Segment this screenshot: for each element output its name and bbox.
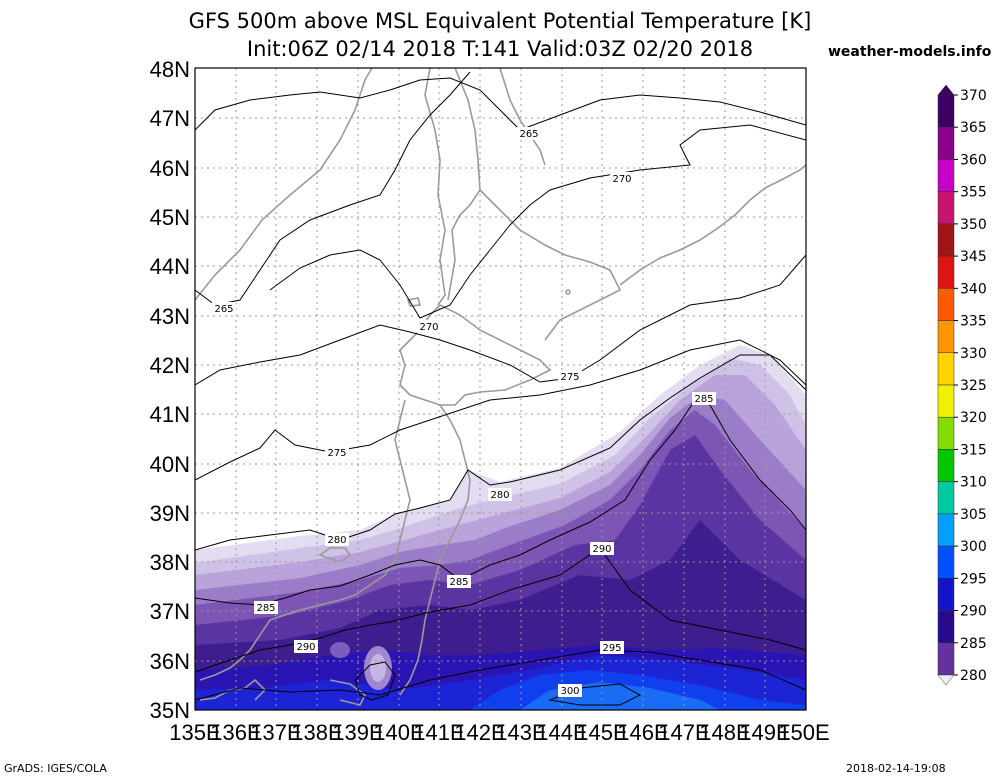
footer-credit: GrADS: IGES/COLA (4, 762, 107, 775)
colorbar-label: 345 (960, 249, 987, 265)
colorbar-label: 335 (960, 314, 987, 330)
contour-lines (195, 71, 806, 706)
map-subtitle: Init:06Z 02/14 2018 T:141 Valid:03Z 02/2… (246, 37, 754, 61)
lon-label-139: 139E (332, 720, 383, 745)
lon-label-150: 150E (778, 720, 829, 745)
lat-label-39: 39N (150, 501, 190, 526)
contour-label-300a: 300 (560, 686, 579, 697)
lat-label-43: 43N (150, 304, 190, 329)
colorbar-bottom-arrow (937, 674, 955, 686)
lon-label-148: 148E (699, 720, 750, 745)
contour-label-265a: 265 (519, 129, 538, 140)
colorbar-segment (937, 578, 955, 611)
colorbar-label: 350 (960, 217, 987, 233)
lon-label-142: 142E (454, 720, 505, 745)
lat-label-36: 36N (150, 649, 190, 674)
contour-label-295a: 295 (602, 643, 621, 654)
lon-label-136: 136E (210, 720, 261, 745)
colorbar-label: 355 (960, 185, 987, 201)
lon-label-141: 141E (413, 720, 464, 745)
colorbar-label: 305 (960, 507, 987, 523)
colorbar-segment (937, 416, 955, 450)
lat-label-47: 47N (150, 106, 190, 131)
lon-label-144: 144E (536, 720, 587, 745)
colorbar-label: 340 (960, 281, 987, 297)
latitude-axis: 48N 47N 46N 45N 44N 43N 42N 41N 40N 39N … (150, 57, 190, 723)
lat-label-46: 46N (150, 156, 190, 181)
contour-label-290a: 290 (592, 544, 611, 555)
colorbar-label: 360 (960, 152, 987, 168)
footer-timestamp: 2018-02-14-19:08 (846, 762, 946, 775)
shaded-field (195, 345, 806, 710)
colorbar-segment (937, 223, 955, 257)
contour-label-275b: 275 (327, 448, 346, 459)
coastlines (195, 68, 806, 706)
contour-labels: 265 265 270 270 275 275 280 280 285 285 … (212, 127, 716, 697)
colorbar-label: 300 (960, 539, 987, 555)
colorbar-segment (937, 642, 955, 676)
lon-label-135: 135E (169, 720, 220, 745)
map-frame (194, 67, 807, 711)
lon-label-138: 138E (291, 720, 342, 745)
contour-label-280a: 280 (490, 490, 509, 501)
colorbar-segment (937, 610, 955, 644)
contour-label-285c: 285 (256, 603, 275, 614)
lat-label-44: 44N (150, 254, 190, 279)
colorbar-segment (937, 513, 955, 547)
colorbar-segment (937, 449, 955, 482)
lon-label-146: 146E (617, 720, 668, 745)
colorbar-segment (937, 352, 955, 386)
contour-label-290b: 290 (296, 642, 315, 653)
contour-label-265b: 265 (214, 304, 233, 315)
lat-label-40: 40N (150, 452, 190, 477)
colorbar-label: 325 (960, 378, 987, 394)
colorbar-segment (937, 545, 955, 579)
lon-label-145: 145E (576, 720, 627, 745)
colorbar-segment (937, 255, 955, 289)
lon-label-143: 143E (495, 720, 546, 745)
colorbar-segment (937, 159, 955, 192)
colorbar: 370 365 360 355 350 345 340 335 330 325 320 315 310 3… (937, 84, 987, 686)
lat-label-38: 38N (150, 550, 190, 575)
colorbar-segment (937, 126, 955, 160)
lat-label-41: 41N (150, 402, 190, 427)
lat-label-42: 42N (150, 353, 190, 378)
contour-label-285b: 285 (449, 577, 468, 588)
lon-label-137: 137E (250, 720, 301, 745)
lat-label-35: 35N (150, 698, 190, 723)
colorbar-label: 295 (960, 571, 987, 587)
map-title: GFS 500m above MSL Equivalent Potential … (188, 9, 812, 33)
longitude-axis: 135E 136E 137E 138E 139E 140E 141E 142E … (169, 720, 829, 745)
contour-label-270b: 270 (419, 322, 438, 333)
contour-label-285a: 285 (694, 394, 713, 405)
colorbar-segment (937, 191, 955, 225)
colorbar-label: 310 (960, 475, 987, 491)
colorbar-label: 365 (960, 120, 987, 136)
colorbar-label: 280 (960, 668, 987, 684)
contour-label-275a: 275 (560, 372, 579, 383)
colorbar-segment (937, 288, 955, 321)
colorbar-label: 285 (960, 636, 987, 652)
lat-label-37: 37N (150, 599, 190, 624)
colorbar-label: 290 (960, 604, 987, 620)
colorbar-segment (937, 481, 955, 515)
colorbar-top-arrow (937, 84, 955, 96)
colorbar-label: 330 (960, 346, 987, 362)
brand-label: weather-models.info (828, 44, 992, 60)
colorbar-label: 315 (960, 442, 987, 458)
lon-label-147: 147E (658, 720, 709, 745)
contour-label-280b: 280 (327, 535, 346, 546)
colorbar-segment (937, 384, 955, 418)
colorbar-segment (937, 320, 955, 354)
lon-label-140: 140E (373, 720, 424, 745)
contour-label-270a: 270 (612, 174, 631, 185)
lon-label-149: 149E (739, 720, 790, 745)
colorbar-label: 320 (960, 410, 987, 426)
colorbar-segment (937, 94, 955, 128)
lat-label-48: 48N (150, 57, 190, 82)
colorbar-label: 370 (960, 88, 987, 104)
lat-label-45: 45N (150, 205, 190, 230)
